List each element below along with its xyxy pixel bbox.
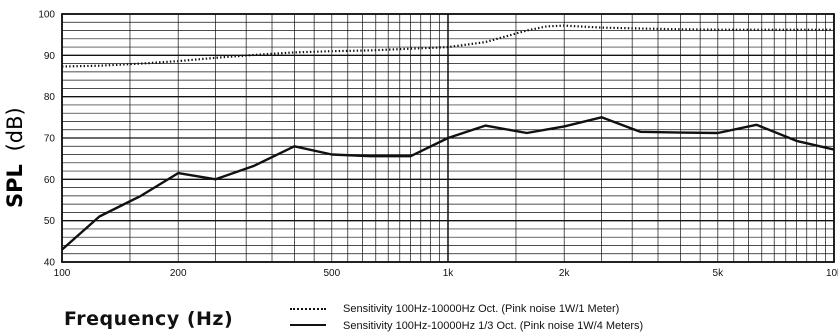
y-axis-label-unit: (dB) bbox=[3, 107, 27, 151]
y-tick-label: 80 bbox=[44, 92, 56, 103]
legend-swatch-dotted bbox=[288, 300, 332, 317]
x-tick-label: 100 bbox=[54, 268, 71, 279]
legend: Sensitivity 100Hz-10000Hz Oct. (Pink noi… bbox=[288, 300, 643, 334]
y-tick-label: 60 bbox=[44, 175, 56, 186]
series-group bbox=[61, 24, 835, 251]
series-line-solid bbox=[61, 116, 835, 251]
x-tick-label: 1k bbox=[443, 268, 455, 279]
axes bbox=[61, 13, 835, 263]
y-tick-label: 90 bbox=[44, 51, 56, 62]
legend-item-solid: Sensitivity 100Hz-10000Hz 1/3 Oct. (Pink… bbox=[288, 317, 643, 334]
x-tick-label: 10k bbox=[826, 268, 838, 279]
y-axis-label-main: SPL bbox=[3, 164, 27, 208]
x-axis-title: Frequency (Hz) bbox=[64, 308, 234, 330]
y-tick-label: 100 bbox=[38, 10, 55, 21]
legend-swatch-solid bbox=[288, 317, 332, 334]
y-tick-label: 70 bbox=[44, 134, 56, 145]
y-tick-label: 50 bbox=[44, 216, 56, 227]
legend-label-solid: Sensitivity 100Hz-10000Hz 1/3 Oct. (Pink… bbox=[343, 319, 644, 332]
y-tick-label: 40 bbox=[44, 258, 56, 269]
x-tick-label: 500 bbox=[323, 268, 340, 279]
y-tick-labels: 40 50 60 70 80 90 100 bbox=[38, 10, 55, 269]
legend-label-dotted: Sensitivity 100Hz-10000Hz Oct. (Pink noi… bbox=[343, 302, 620, 315]
legend-item-dotted: Sensitivity 100Hz-10000Hz Oct. (Pink noi… bbox=[288, 300, 643, 317]
x-tick-label: 200 bbox=[170, 268, 187, 279]
x-tick-labels: 100 200 500 1k 2k 5k 10k bbox=[54, 268, 838, 279]
x-tick-label: 5k bbox=[713, 268, 725, 279]
y-axis-label: SPL (dB) bbox=[3, 107, 27, 208]
plot-frame bbox=[61, 13, 835, 263]
x-tick-label: 2k bbox=[559, 268, 571, 279]
